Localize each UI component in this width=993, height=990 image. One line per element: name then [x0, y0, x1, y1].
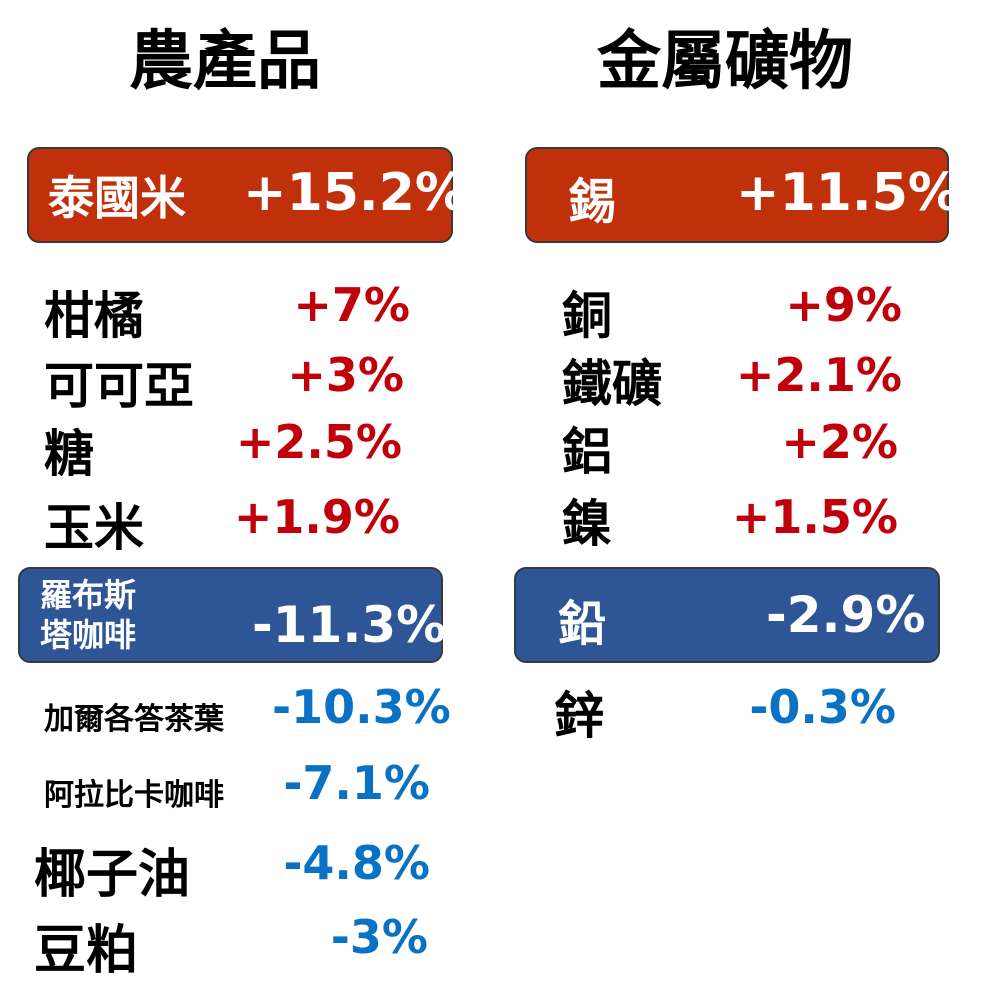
agri-loss-name: 加爾各答茶葉	[44, 702, 224, 737]
agri-gain-name: 玉米	[44, 499, 144, 557]
agri-loss-value: -7.1%	[283, 756, 430, 810]
metals-top-gainer-box	[525, 147, 949, 243]
agri-loss-value: -10.3%	[272, 680, 451, 734]
metals-top-gainer-name: 錫	[568, 174, 617, 230]
agri-top-loser-name-line2: 塔咖啡	[40, 616, 137, 654]
agri-top-loser-value: -11.3%	[252, 596, 447, 654]
agri-loss-value: -3%	[330, 910, 428, 964]
agri-gain-value: +3%	[287, 348, 404, 402]
metals-gain-name: 銅	[562, 287, 612, 345]
agri-top-gainer-value: +15.2%	[243, 163, 467, 223]
agri-top-loser-box	[18, 567, 443, 663]
metals-gain-value: +2.1%	[735, 348, 902, 402]
metals-top-loser-box	[514, 567, 940, 663]
agri-gain-value: +1.9%	[233, 490, 400, 544]
metals-loss-value: -0.3%	[749, 680, 896, 734]
metals-top-loser-name: 鉛	[558, 596, 607, 652]
agri-heading: 農產品	[129, 25, 321, 99]
agri-top-gainer-box	[27, 147, 453, 243]
metals-gain-value: +9%	[785, 278, 902, 332]
metals-gain-value: +2%	[781, 415, 898, 469]
metals-gain-name: 鎳	[562, 495, 612, 553]
agri-top-gainer-name: 泰國米	[48, 171, 186, 225]
metals-top-loser-value: -2.9%	[766, 586, 926, 644]
agri-gain-value: +2.5%	[235, 415, 402, 469]
metals-gain-value: +1.5%	[731, 490, 898, 544]
agri-top-loser-name-line1: 羅布斯	[40, 576, 137, 614]
agri-loss-value: -4.8%	[283, 836, 430, 890]
agri-loss-name: 阿拉比卡咖啡	[44, 778, 224, 813]
metals-heading: 金屬礦物	[597, 25, 853, 99]
agri-loss-name: 椰子油	[34, 845, 191, 905]
metals-gain-name: 鋁	[562, 423, 612, 481]
agri-gain-value: +7%	[293, 278, 410, 332]
agri-loss-name: 豆粕	[34, 921, 139, 981]
agri-gain-name: 糖	[44, 425, 94, 483]
agri-gain-name: 可可亞	[44, 357, 194, 415]
agri-gain-name: 柑橘	[44, 287, 144, 345]
metals-loss-name: 鋅	[554, 687, 604, 745]
metals-gain-name: 鐵礦	[562, 355, 662, 413]
metals-top-gainer-value: +11.5%	[736, 163, 960, 223]
